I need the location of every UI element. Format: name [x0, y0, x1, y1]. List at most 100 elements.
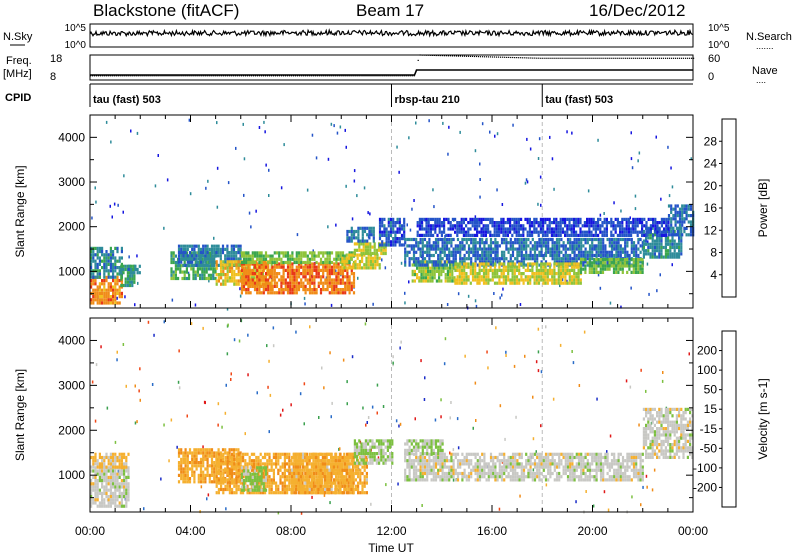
data-cell	[526, 268, 530, 272]
data-cell	[184, 257, 187, 261]
data-cell	[601, 233, 604, 237]
data-cell	[471, 265, 475, 269]
data-cell	[192, 270, 195, 274]
data-cell	[394, 237, 397, 241]
data-cell	[539, 221, 542, 225]
data-cell	[663, 233, 666, 237]
data-cell	[546, 268, 549, 272]
nave-dot	[421, 54, 423, 56]
data-cell	[247, 268, 250, 272]
data-cell	[345, 256, 348, 260]
data-cell	[433, 269, 436, 273]
data-cell	[348, 278, 351, 282]
data-cell	[204, 260, 207, 264]
data-cell	[651, 255, 654, 259]
data-cell	[126, 274, 129, 278]
data-cell	[293, 281, 296, 285]
data-cell	[635, 253, 638, 258]
data-cell	[642, 229, 645, 234]
data-cell	[233, 260, 236, 264]
data-cell	[623, 233, 626, 237]
data-cell	[555, 230, 558, 234]
data-cell	[92, 246, 95, 250]
data-cell	[324, 268, 327, 272]
data-cell	[555, 272, 558, 276]
data-cell	[504, 275, 508, 279]
scatter-speck	[233, 338, 236, 342]
data-cell	[120, 452, 123, 456]
nave-dot	[544, 57, 546, 59]
data-cell	[509, 230, 512, 234]
nave-dot	[592, 57, 594, 59]
data-cell	[470, 260, 473, 264]
data-cell	[520, 224, 523, 228]
data-cell	[454, 244, 457, 248]
nave-dot	[660, 57, 662, 59]
data-cell	[447, 217, 450, 221]
data-cell	[174, 276, 177, 281]
data-cell	[645, 230, 648, 234]
data-cell	[282, 268, 285, 272]
data-cell	[641, 224, 644, 228]
data-cell	[339, 291, 342, 295]
scatter-speck	[662, 371, 664, 374]
data-cell	[445, 237, 449, 242]
data-cell	[590, 221, 593, 225]
data-cell	[107, 498, 110, 502]
data-cell	[476, 275, 479, 279]
data-cell	[180, 470, 183, 474]
data-cell	[98, 491, 101, 495]
data-cell	[350, 272, 353, 276]
cpid-segment-label: rbsp-tau 210	[395, 94, 460, 106]
data-cell	[317, 265, 320, 269]
data-cell	[463, 253, 466, 258]
data-cell	[297, 281, 301, 285]
data-region	[579, 258, 644, 274]
data-cell	[438, 227, 441, 231]
data-cell	[295, 254, 298, 258]
data-cell	[654, 230, 657, 234]
data-cell	[368, 236, 371, 240]
data-cell	[205, 276, 208, 281]
data-cell	[634, 258, 638, 262]
data-cell	[436, 221, 439, 225]
data-cell	[109, 253, 112, 257]
data-cell	[619, 244, 622, 248]
data-cell	[458, 230, 461, 234]
data-cell	[114, 459, 117, 463]
data-cell	[478, 262, 481, 266]
data-cell	[357, 229, 360, 234]
data-cell	[498, 275, 501, 279]
nave-dot	[228, 75, 230, 77]
nave-dot	[423, 54, 425, 56]
data-cell	[172, 260, 175, 265]
data-cell	[566, 253, 570, 258]
data-cell	[356, 266, 359, 270]
data-cell	[295, 281, 298, 285]
cpid-segment-label: tau (fast) 503	[545, 94, 613, 106]
data-cell	[460, 281, 464, 285]
data-cell	[669, 255, 672, 259]
data-cell	[92, 459, 95, 463]
data-cell	[544, 244, 548, 248]
data-cell	[500, 241, 504, 245]
data-cell	[114, 495, 117, 499]
data-cell	[551, 241, 554, 245]
nave-dot	[230, 75, 232, 77]
data-cell	[573, 262, 576, 266]
nave-dot	[431, 54, 433, 56]
data-cell	[373, 248, 376, 252]
data-cell	[271, 265, 274, 269]
data-cell	[487, 281, 490, 285]
data-cell	[520, 275, 523, 279]
scatter-speck	[655, 135, 657, 139]
data-cell	[92, 275, 95, 279]
data-cell	[94, 279, 97, 283]
data-cell	[197, 244, 200, 248]
data-cell	[319, 257, 323, 261]
data-cell	[226, 273, 229, 277]
data-cell	[126, 277, 129, 281]
data-cell	[114, 246, 117, 250]
scatter-speck	[519, 303, 522, 306]
scatter-speck	[539, 175, 542, 179]
